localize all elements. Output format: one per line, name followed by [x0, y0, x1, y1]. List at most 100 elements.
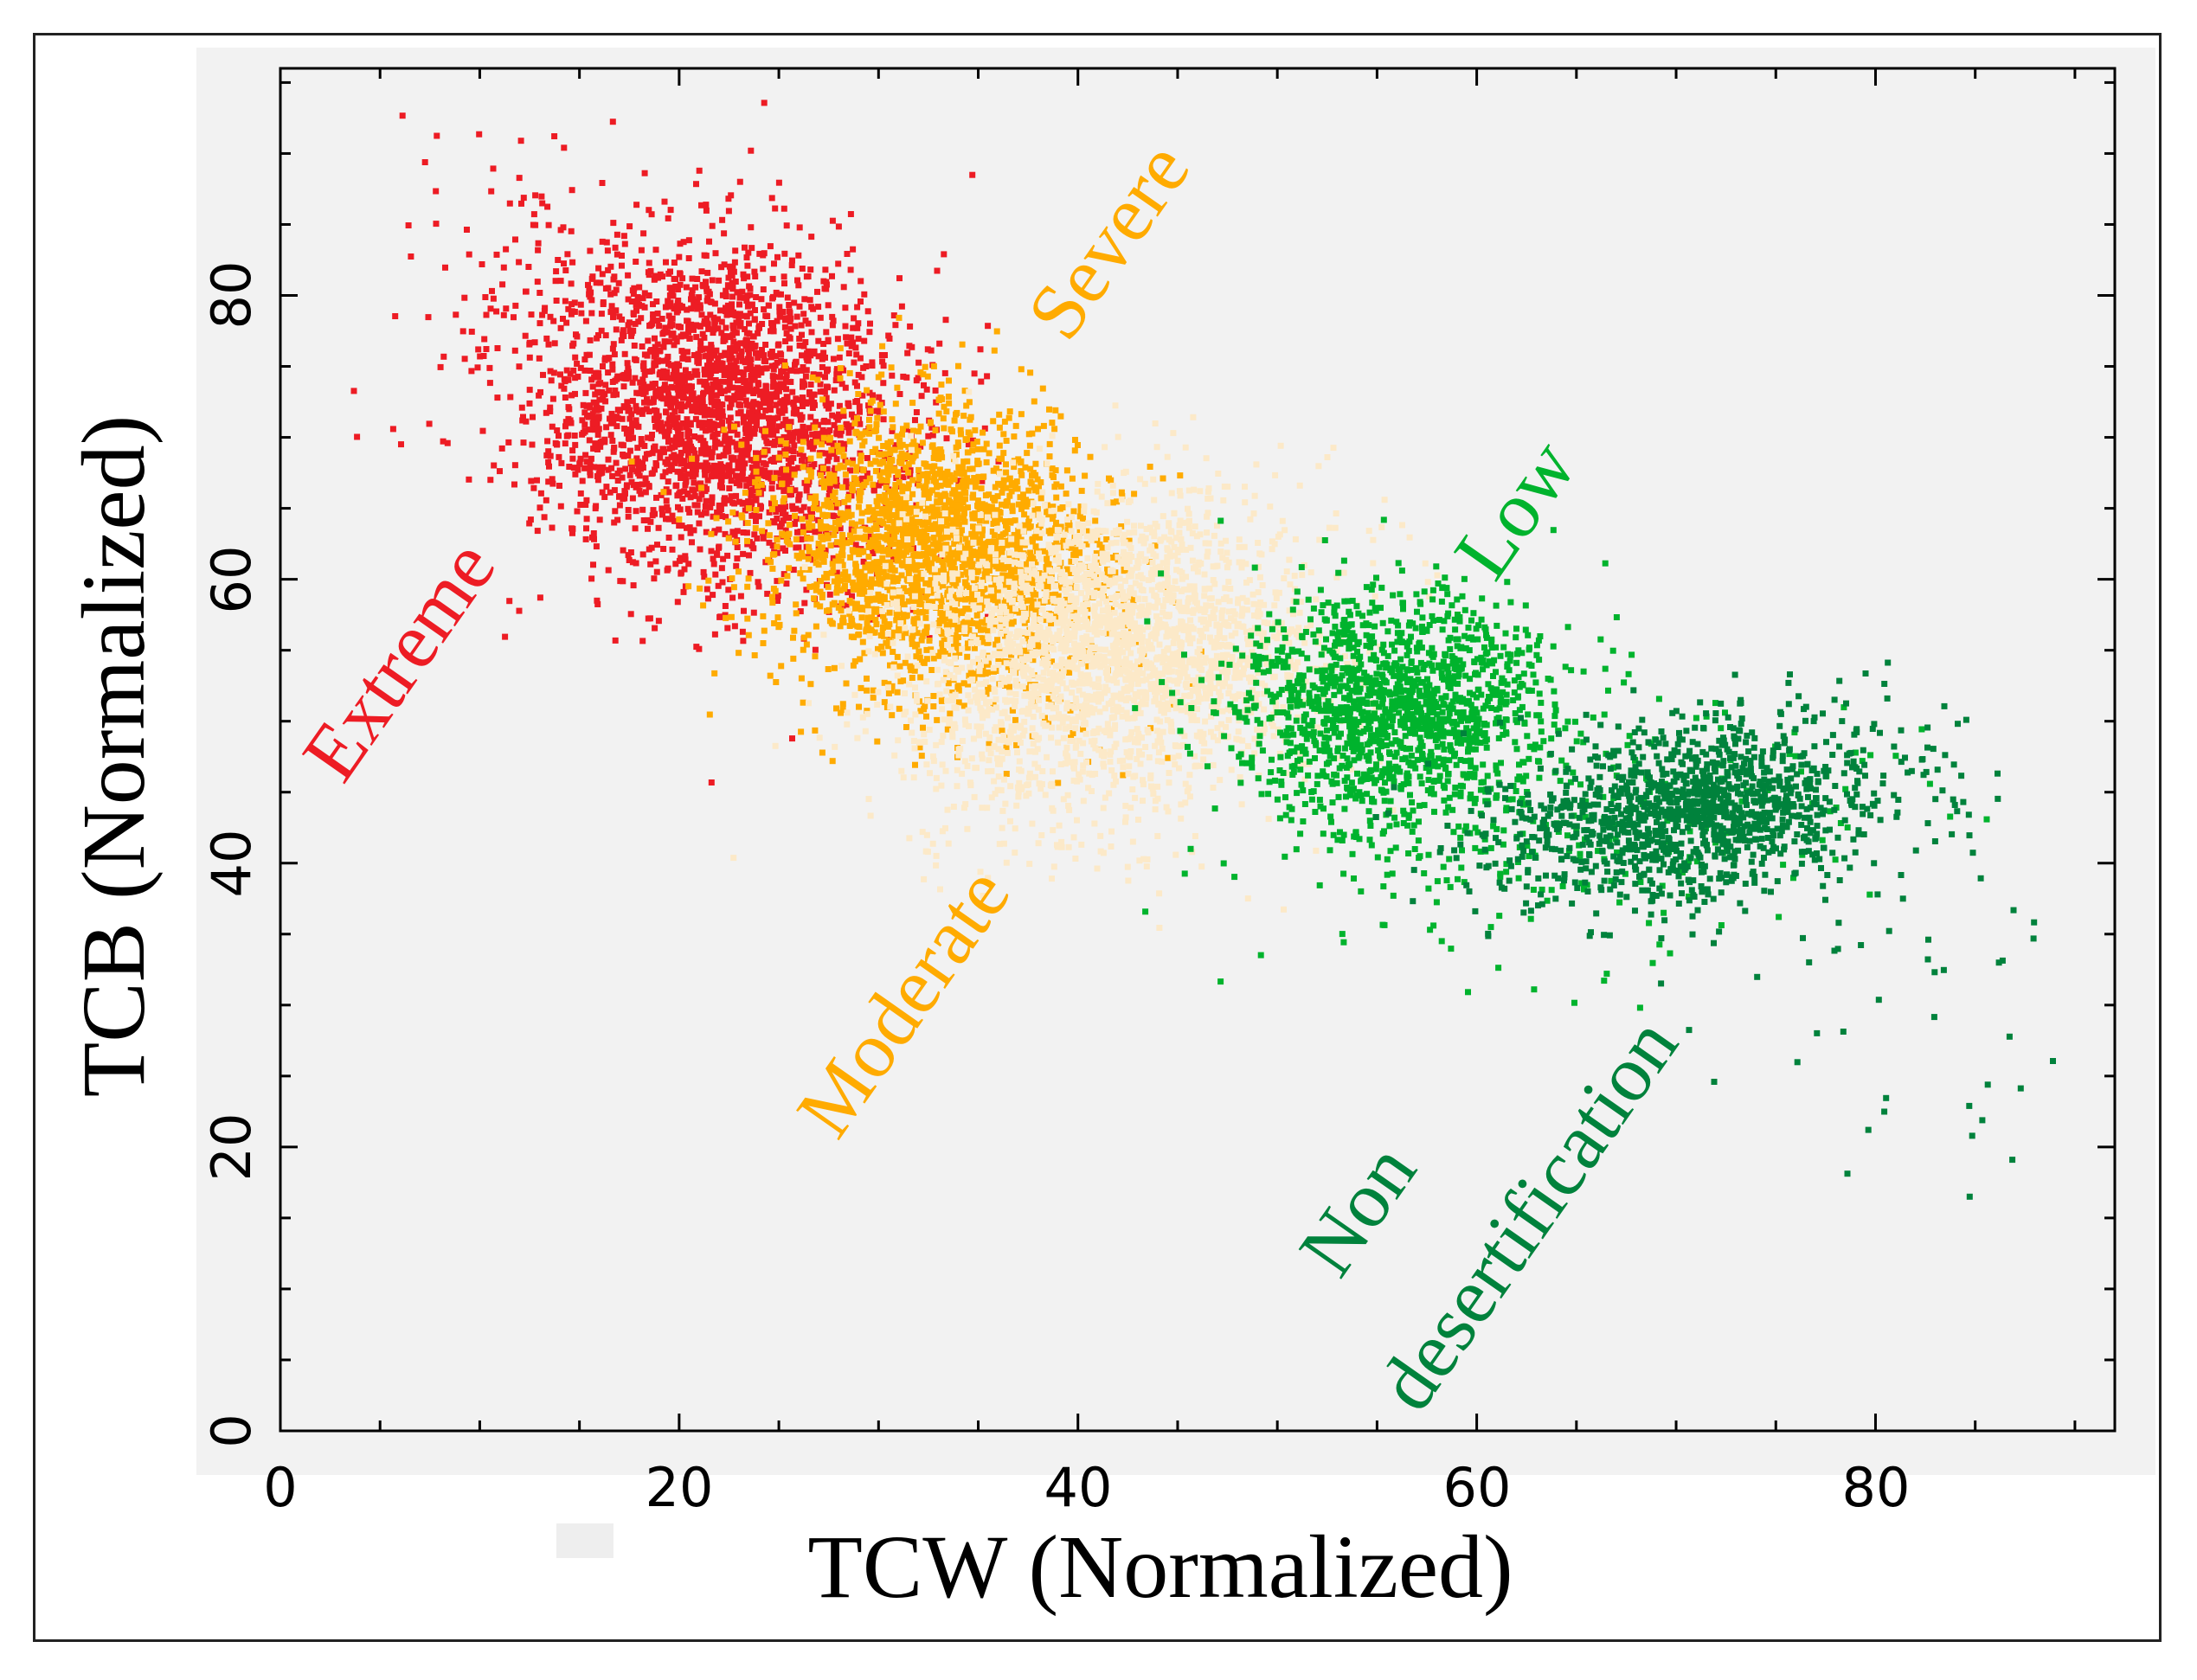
data-point	[884, 439, 891, 446]
data-point	[740, 550, 747, 557]
data-point	[934, 716, 941, 723]
data-point	[979, 619, 985, 625]
data-point	[697, 585, 703, 592]
data-point	[842, 568, 849, 575]
data-point	[581, 356, 588, 362]
data-point	[743, 337, 750, 343]
data-point	[890, 548, 897, 555]
data-point	[610, 314, 616, 321]
data-point	[704, 295, 711, 302]
data-point	[664, 356, 671, 363]
data-point	[652, 558, 659, 565]
data-point	[743, 483, 750, 490]
data-point	[753, 421, 760, 428]
data-point	[864, 708, 870, 715]
data-point	[898, 303, 905, 310]
data-point	[557, 371, 563, 378]
data-point	[978, 378, 985, 385]
data-point	[673, 338, 680, 345]
data-point	[949, 474, 956, 481]
data-point	[856, 703, 862, 710]
data-point	[534, 279, 541, 285]
data-point	[758, 481, 765, 488]
data-point	[959, 471, 966, 478]
data-point	[890, 629, 897, 636]
data-point	[673, 482, 680, 489]
data-point	[955, 683, 962, 689]
data-point	[728, 493, 735, 500]
data-point	[723, 293, 729, 299]
data-point	[659, 473, 666, 480]
data-point	[1044, 573, 1051, 579]
data-point	[961, 510, 967, 516]
data-point	[864, 470, 870, 477]
data-point	[768, 397, 774, 404]
data-point	[771, 620, 778, 626]
data-point	[581, 367, 588, 374]
data-point	[735, 461, 742, 468]
data-point	[626, 435, 633, 442]
data-point	[744, 537, 750, 544]
data-point	[616, 502, 623, 509]
data-point	[516, 607, 523, 614]
data-point	[733, 492, 740, 499]
data-point	[636, 487, 643, 494]
data-point	[819, 441, 825, 448]
data-point	[839, 543, 846, 550]
data-point	[779, 368, 786, 375]
data-point	[729, 331, 736, 338]
data-point	[927, 463, 934, 470]
data-point	[1003, 469, 1010, 476]
data-point	[959, 515, 966, 522]
data-point	[725, 587, 732, 593]
data-point	[802, 429, 809, 435]
data-point	[1006, 683, 1012, 690]
data-point	[701, 334, 708, 341]
data-point	[571, 299, 578, 306]
data-point	[797, 608, 804, 615]
data-point	[444, 439, 451, 446]
data-point	[830, 356, 837, 362]
data-point	[890, 578, 896, 585]
data-point	[1032, 543, 1039, 550]
data-point	[765, 302, 772, 309]
data-point	[425, 314, 432, 321]
data-point	[483, 346, 490, 352]
data-point	[676, 253, 683, 260]
data-point	[620, 578, 626, 585]
data-point	[793, 395, 800, 402]
data-point	[831, 421, 838, 428]
data-point	[889, 712, 896, 719]
data-point	[985, 627, 992, 634]
data-point	[978, 553, 985, 560]
data-point	[755, 354, 761, 361]
data-point	[974, 458, 981, 465]
data-point	[689, 467, 696, 474]
data-point	[983, 517, 990, 524]
data-point	[783, 537, 790, 544]
data-point	[607, 291, 614, 298]
data-point	[671, 367, 678, 374]
data-point	[666, 292, 673, 298]
data-point	[707, 407, 714, 414]
data-point	[899, 441, 906, 448]
data-point	[854, 382, 860, 389]
data-point	[663, 259, 669, 266]
data-point	[887, 439, 894, 446]
data-point	[878, 371, 885, 378]
data-point	[914, 580, 921, 587]
data-point	[804, 535, 811, 542]
data-point	[633, 422, 639, 429]
data-point	[783, 386, 789, 393]
data-point	[880, 458, 887, 465]
data-point	[729, 301, 736, 308]
data-point	[922, 460, 929, 467]
data-point	[936, 652, 943, 659]
data-point	[582, 389, 589, 396]
data-point	[1003, 744, 1010, 751]
data-point	[985, 669, 991, 676]
data-point	[853, 600, 860, 607]
data-point	[789, 257, 795, 264]
data-point	[832, 503, 839, 510]
data-point	[845, 402, 852, 409]
